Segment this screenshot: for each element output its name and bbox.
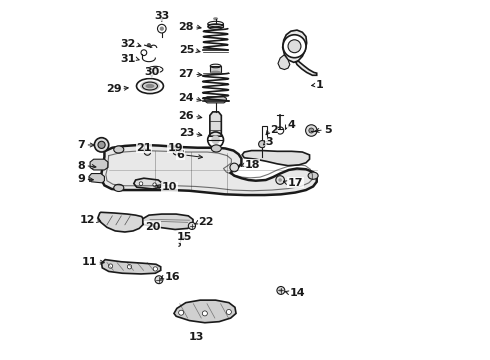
Circle shape xyxy=(276,176,285,184)
Text: 10: 10 xyxy=(162,182,177,192)
Circle shape xyxy=(147,43,151,47)
Polygon shape xyxy=(89,174,104,183)
Text: 19: 19 xyxy=(167,143,183,153)
Polygon shape xyxy=(143,214,193,229)
Circle shape xyxy=(98,141,105,148)
Circle shape xyxy=(309,128,314,133)
Circle shape xyxy=(279,289,283,292)
Circle shape xyxy=(230,163,239,172)
Polygon shape xyxy=(210,66,221,72)
Circle shape xyxy=(306,125,317,136)
Polygon shape xyxy=(101,260,161,274)
Ellipse shape xyxy=(146,84,154,88)
Circle shape xyxy=(139,182,143,185)
Circle shape xyxy=(95,138,109,152)
Polygon shape xyxy=(205,97,226,103)
Text: 27: 27 xyxy=(178,69,194,79)
Ellipse shape xyxy=(150,68,160,71)
Polygon shape xyxy=(208,24,223,27)
Polygon shape xyxy=(174,300,236,323)
Polygon shape xyxy=(242,150,310,166)
Circle shape xyxy=(283,35,306,58)
Ellipse shape xyxy=(211,145,221,152)
Text: 6: 6 xyxy=(176,150,184,160)
Text: 24: 24 xyxy=(178,93,194,103)
Circle shape xyxy=(202,311,207,316)
Polygon shape xyxy=(262,126,267,141)
Text: 29: 29 xyxy=(106,84,122,94)
Polygon shape xyxy=(98,212,144,232)
Text: 28: 28 xyxy=(178,22,194,32)
Text: 20: 20 xyxy=(145,222,160,231)
Text: 14: 14 xyxy=(290,288,305,298)
Text: 32: 32 xyxy=(120,40,136,49)
Circle shape xyxy=(188,222,196,229)
Text: 15: 15 xyxy=(176,232,192,242)
Text: 12: 12 xyxy=(79,215,95,225)
Text: 22: 22 xyxy=(198,217,214,227)
Polygon shape xyxy=(296,61,317,75)
Text: 17: 17 xyxy=(288,178,303,188)
Text: 18: 18 xyxy=(245,160,260,170)
Circle shape xyxy=(288,40,301,53)
Polygon shape xyxy=(134,178,162,189)
Text: 11: 11 xyxy=(82,257,97,267)
Text: 9: 9 xyxy=(77,174,85,184)
Text: 1: 1 xyxy=(316,80,324,90)
Circle shape xyxy=(144,149,151,155)
Circle shape xyxy=(278,178,282,182)
Ellipse shape xyxy=(114,146,124,153)
Text: 30: 30 xyxy=(144,67,159,77)
Circle shape xyxy=(155,276,163,284)
Ellipse shape xyxy=(210,71,221,74)
Text: 33: 33 xyxy=(154,11,170,21)
Text: 7: 7 xyxy=(78,140,85,150)
Circle shape xyxy=(153,183,156,186)
Text: 8: 8 xyxy=(78,161,85,171)
Ellipse shape xyxy=(308,172,318,179)
Polygon shape xyxy=(283,30,307,62)
Polygon shape xyxy=(101,145,317,195)
Text: 26: 26 xyxy=(178,111,194,121)
Text: 21: 21 xyxy=(136,143,151,153)
Text: 3: 3 xyxy=(266,138,273,147)
Circle shape xyxy=(127,265,132,269)
Circle shape xyxy=(160,27,164,31)
Text: 13: 13 xyxy=(189,332,204,342)
Ellipse shape xyxy=(140,81,160,91)
Polygon shape xyxy=(90,159,108,170)
Text: 5: 5 xyxy=(324,125,332,135)
Circle shape xyxy=(259,140,266,148)
Text: 2: 2 xyxy=(270,125,278,135)
Ellipse shape xyxy=(213,17,218,20)
Circle shape xyxy=(108,264,113,268)
Circle shape xyxy=(211,135,220,144)
Text: 16: 16 xyxy=(164,272,180,282)
Circle shape xyxy=(277,287,285,294)
Circle shape xyxy=(153,267,157,271)
Text: 23: 23 xyxy=(179,129,194,138)
Text: 4: 4 xyxy=(287,121,295,130)
Circle shape xyxy=(179,310,184,315)
Circle shape xyxy=(226,310,231,315)
Polygon shape xyxy=(210,112,221,136)
Polygon shape xyxy=(278,55,290,69)
Circle shape xyxy=(173,149,179,155)
Text: 25: 25 xyxy=(179,45,194,55)
Ellipse shape xyxy=(114,184,124,192)
Text: 31: 31 xyxy=(120,54,136,64)
